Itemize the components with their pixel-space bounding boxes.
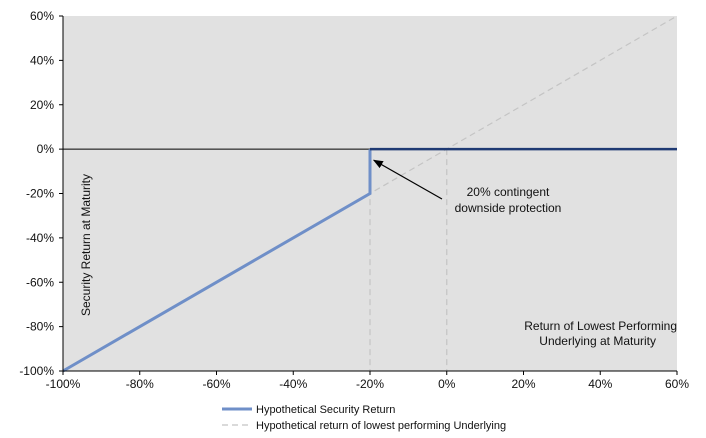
- y-axis-label: Security Return at Maturity: [79, 174, 93, 316]
- y-tick-label: -100%: [19, 364, 54, 378]
- x-tick-label: -80%: [126, 377, 154, 391]
- annotation: 20% contingent downside protection: [372, 159, 562, 215]
- x-tick-label: 40%: [588, 377, 612, 391]
- series-line-security-return: [62, 149, 372, 373]
- x-tick-label: -60%: [202, 377, 230, 391]
- legend: Hypothetical Security Return Hypothetica…: [222, 404, 506, 432]
- x-tick-label: 60%: [665, 377, 689, 391]
- annotation-arrow: [372, 159, 443, 200]
- y-tick-label: -60%: [26, 275, 54, 289]
- x-tick-label: -20%: [356, 377, 384, 391]
- y-tick-label: -80%: [26, 320, 54, 334]
- y-tick-label: 20%: [30, 98, 54, 112]
- y-tick-label: 0%: [37, 142, 55, 156]
- y-tick-label: 40%: [30, 53, 54, 67]
- y-tick-label: -20%: [26, 187, 54, 201]
- legend-label-security-return: Hypothetical Security Return: [256, 404, 395, 416]
- annotation-line-2: downside protection: [455, 201, 562, 215]
- y-tick-label: 60%: [30, 9, 54, 23]
- x-tick-label: -40%: [279, 377, 307, 391]
- annotation-line-1: 20% contingent: [467, 185, 550, 199]
- x-tick-label: 20%: [511, 377, 535, 391]
- x-tick-label: -100%: [46, 377, 81, 391]
- x-tick-label: 0%: [438, 377, 456, 391]
- y-tick-label: -40%: [26, 231, 54, 245]
- x-axis-label-line-2: Underlying at Maturity: [539, 334, 656, 348]
- x-axis-label-line-1: Return of Lowest Performing: [524, 319, 677, 333]
- legend-label-underlying-return: Hypothetical return of lowest performing…: [256, 420, 506, 432]
